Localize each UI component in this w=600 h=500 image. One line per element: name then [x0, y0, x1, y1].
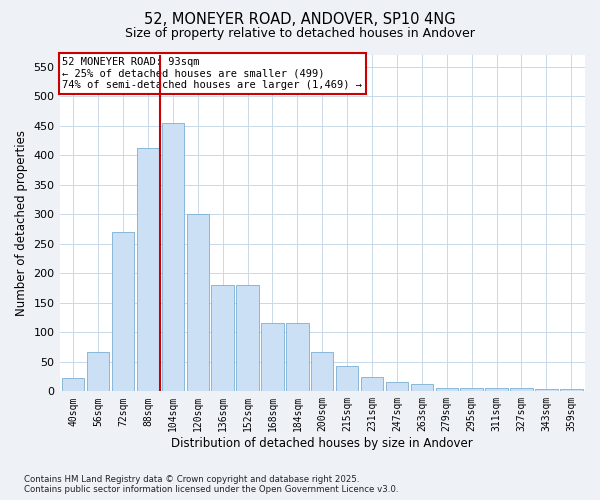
Text: 52 MONEYER ROAD: 93sqm
← 25% of detached houses are smaller (499)
74% of semi-de: 52 MONEYER ROAD: 93sqm ← 25% of detached… [62, 56, 362, 90]
Text: 52, MONEYER ROAD, ANDOVER, SP10 4NG: 52, MONEYER ROAD, ANDOVER, SP10 4NG [144, 12, 456, 28]
Bar [62, 378, 85, 392]
Bar [460, 388, 483, 392]
X-axis label: Distribution of detached houses by size in Andover: Distribution of detached houses by size … [172, 437, 473, 450]
Bar [187, 214, 209, 392]
Bar [211, 284, 234, 392]
Bar [286, 324, 308, 392]
Bar [535, 389, 557, 392]
Bar [112, 232, 134, 392]
Bar [137, 148, 159, 392]
Bar [87, 352, 109, 392]
Bar [336, 366, 358, 392]
Bar [311, 352, 334, 392]
Bar [436, 388, 458, 392]
Text: Contains HM Land Registry data © Crown copyright and database right 2025.
Contai: Contains HM Land Registry data © Crown c… [24, 474, 398, 494]
Bar [361, 376, 383, 392]
Bar [410, 384, 433, 392]
Y-axis label: Number of detached properties: Number of detached properties [15, 130, 28, 316]
Text: Size of property relative to detached houses in Andover: Size of property relative to detached ho… [125, 28, 475, 40]
Bar [510, 388, 533, 392]
Bar [161, 123, 184, 392]
Bar [236, 284, 259, 392]
Bar [261, 324, 284, 392]
Bar [560, 389, 583, 392]
Bar [386, 382, 408, 392]
Bar [485, 388, 508, 392]
